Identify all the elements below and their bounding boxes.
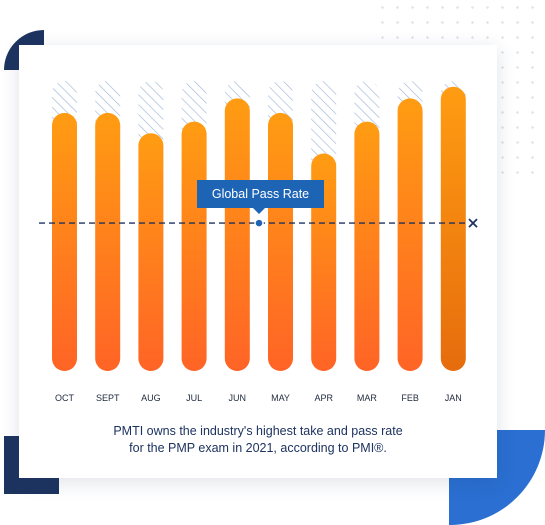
bar-feb [397, 98, 423, 372]
bar-remaining-sept [95, 81, 121, 126]
x-tick-label-aug: AUG [141, 393, 161, 403]
bar-remaining-aug [138, 81, 164, 146]
bar-remaining-may [268, 81, 293, 126]
bar-mar [354, 121, 380, 371]
x-tick-label-apr: APR [314, 393, 333, 403]
bar-oct [52, 112, 77, 372]
bar-remaining-jul [181, 81, 207, 135]
x-tick-label-jul: JUL [186, 393, 202, 403]
chart-card: OCT SEPT AUG JUL JUN MAY APR MAR FEB JAN Global P… [19, 45, 497, 478]
x-tick-label-may: MAY [271, 393, 290, 403]
bar-aug [138, 133, 164, 371]
x-tick-label-jan: JAN [445, 393, 462, 403]
x-tick-label-oct: OCT [55, 393, 75, 403]
close-icon [468, 218, 478, 228]
bar-jun [224, 98, 250, 372]
x-tick-label-jun: JUN [229, 393, 247, 403]
bar-may [268, 112, 293, 372]
bar-remaining-oct [52, 81, 77, 126]
bar-chart: OCT SEPT AUG JUL JUN MAY APR MAR FEB JAN [39, 81, 478, 403]
bar-remaining-mar [354, 81, 380, 135]
bar-jan [440, 86, 466, 372]
bar-jul [181, 121, 207, 371]
x-tick-label-sept: SEPT [96, 393, 120, 403]
caption-line-1: PMTI owns the industry's highest take an… [113, 424, 403, 438]
bar-sept [95, 112, 121, 372]
bar-remaining-apr [311, 81, 337, 166]
caption-line-2: for the PMP exam in 2021, according to P… [129, 441, 387, 455]
x-tick-label-mar: MAR [357, 393, 378, 403]
x-tick-label-feb: FEB [401, 393, 419, 403]
global-pass-rate-marker[interactable] [254, 218, 264, 228]
global-pass-rate-tooltip: Global Pass Rate [197, 180, 324, 214]
close-icon-stroke-2 [468, 218, 478, 228]
chart-caption: PMTI owns the industry's highest take an… [19, 423, 497, 457]
